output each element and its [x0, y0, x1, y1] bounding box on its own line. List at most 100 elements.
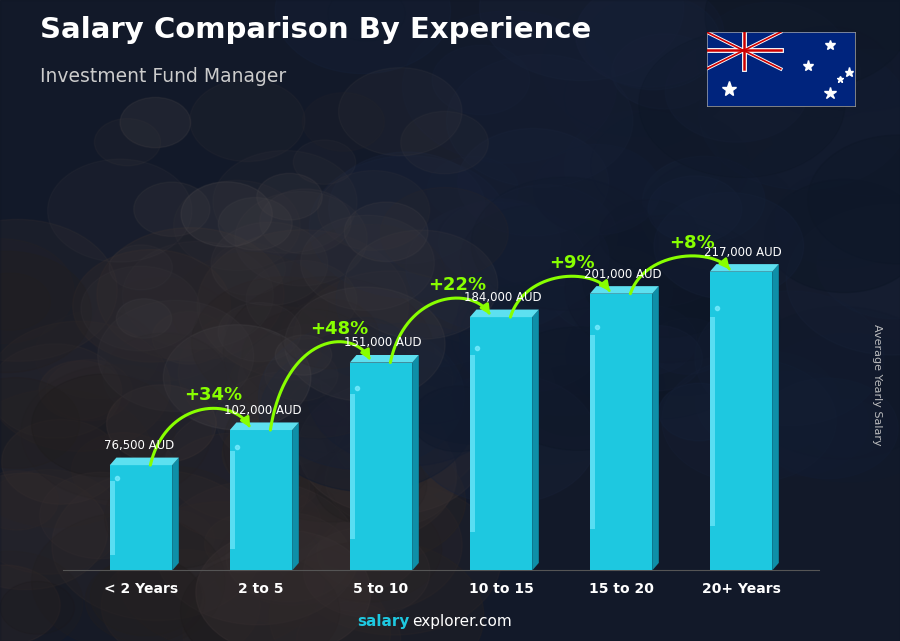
- Circle shape: [174, 180, 301, 271]
- Circle shape: [35, 310, 159, 399]
- Circle shape: [235, 192, 367, 286]
- Circle shape: [197, 229, 409, 380]
- Text: 102,000 AUD: 102,000 AUD: [224, 404, 302, 417]
- Bar: [590, 335, 595, 529]
- Circle shape: [542, 0, 740, 137]
- Circle shape: [184, 560, 391, 641]
- Circle shape: [548, 246, 672, 334]
- Circle shape: [363, 342, 436, 395]
- Circle shape: [0, 389, 154, 528]
- Circle shape: [86, 558, 205, 641]
- Circle shape: [491, 327, 664, 451]
- Circle shape: [588, 226, 771, 357]
- Circle shape: [594, 210, 729, 306]
- Bar: [230, 430, 292, 570]
- Circle shape: [763, 26, 893, 119]
- Circle shape: [102, 549, 260, 641]
- Circle shape: [328, 152, 485, 263]
- Circle shape: [157, 481, 359, 625]
- Circle shape: [218, 303, 302, 362]
- Bar: [110, 465, 172, 570]
- Circle shape: [0, 378, 79, 469]
- Circle shape: [654, 192, 804, 299]
- Circle shape: [639, 31, 845, 178]
- Circle shape: [122, 242, 274, 349]
- Polygon shape: [470, 310, 539, 317]
- Circle shape: [308, 323, 508, 466]
- Bar: [710, 317, 715, 526]
- Circle shape: [273, 478, 463, 613]
- Circle shape: [90, 556, 202, 636]
- Circle shape: [303, 527, 430, 617]
- Circle shape: [159, 433, 310, 540]
- Circle shape: [432, 46, 529, 115]
- Circle shape: [395, 331, 554, 444]
- Circle shape: [534, 289, 608, 342]
- Circle shape: [98, 301, 254, 412]
- Text: 184,000 AUD: 184,000 AUD: [464, 291, 542, 304]
- Circle shape: [293, 140, 356, 185]
- Circle shape: [262, 405, 456, 544]
- Text: Investment Fund Manager: Investment Fund Manager: [40, 67, 287, 87]
- Circle shape: [451, 282, 606, 392]
- Circle shape: [457, 246, 668, 395]
- Circle shape: [566, 287, 752, 419]
- Circle shape: [472, 177, 658, 310]
- Circle shape: [21, 365, 211, 501]
- Polygon shape: [590, 286, 659, 294]
- Circle shape: [288, 483, 501, 635]
- Circle shape: [136, 510, 214, 567]
- Circle shape: [770, 49, 900, 197]
- Circle shape: [92, 278, 236, 381]
- Circle shape: [753, 0, 900, 112]
- Circle shape: [223, 277, 434, 427]
- Text: Average Yearly Salary: Average Yearly Salary: [872, 324, 883, 445]
- Circle shape: [296, 440, 465, 561]
- Circle shape: [328, 0, 406, 42]
- Circle shape: [265, 349, 338, 401]
- Circle shape: [435, 199, 566, 292]
- Circle shape: [402, 11, 616, 163]
- Circle shape: [297, 601, 400, 641]
- Circle shape: [643, 156, 765, 243]
- Circle shape: [259, 338, 475, 492]
- Polygon shape: [110, 458, 179, 465]
- Circle shape: [314, 445, 427, 525]
- Polygon shape: [412, 355, 418, 570]
- Circle shape: [599, 199, 698, 270]
- Circle shape: [48, 159, 192, 262]
- Circle shape: [722, 371, 868, 476]
- Circle shape: [612, 34, 717, 109]
- Circle shape: [345, 202, 427, 262]
- Circle shape: [473, 185, 617, 287]
- Circle shape: [582, 220, 747, 338]
- Circle shape: [181, 182, 273, 247]
- Circle shape: [699, 40, 900, 190]
- Circle shape: [336, 406, 426, 470]
- Circle shape: [134, 182, 210, 237]
- Circle shape: [446, 54, 633, 187]
- Bar: [590, 294, 652, 570]
- Bar: [470, 317, 532, 570]
- Circle shape: [775, 171, 900, 268]
- Circle shape: [178, 306, 366, 439]
- Circle shape: [166, 406, 328, 522]
- Circle shape: [310, 156, 509, 298]
- Circle shape: [817, 208, 900, 319]
- Circle shape: [226, 510, 359, 605]
- Circle shape: [0, 321, 170, 451]
- Circle shape: [400, 112, 489, 174]
- Text: 151,000 AUD: 151,000 AUD: [344, 337, 421, 349]
- Circle shape: [192, 277, 376, 408]
- Circle shape: [213, 151, 357, 253]
- Circle shape: [300, 407, 423, 495]
- Circle shape: [564, 45, 711, 149]
- Circle shape: [757, 378, 898, 479]
- Circle shape: [438, 199, 561, 286]
- Polygon shape: [292, 422, 299, 570]
- Circle shape: [40, 472, 161, 559]
- Text: +9%: +9%: [550, 254, 595, 272]
- Circle shape: [301, 215, 435, 310]
- Circle shape: [32, 374, 176, 477]
- Circle shape: [104, 333, 227, 421]
